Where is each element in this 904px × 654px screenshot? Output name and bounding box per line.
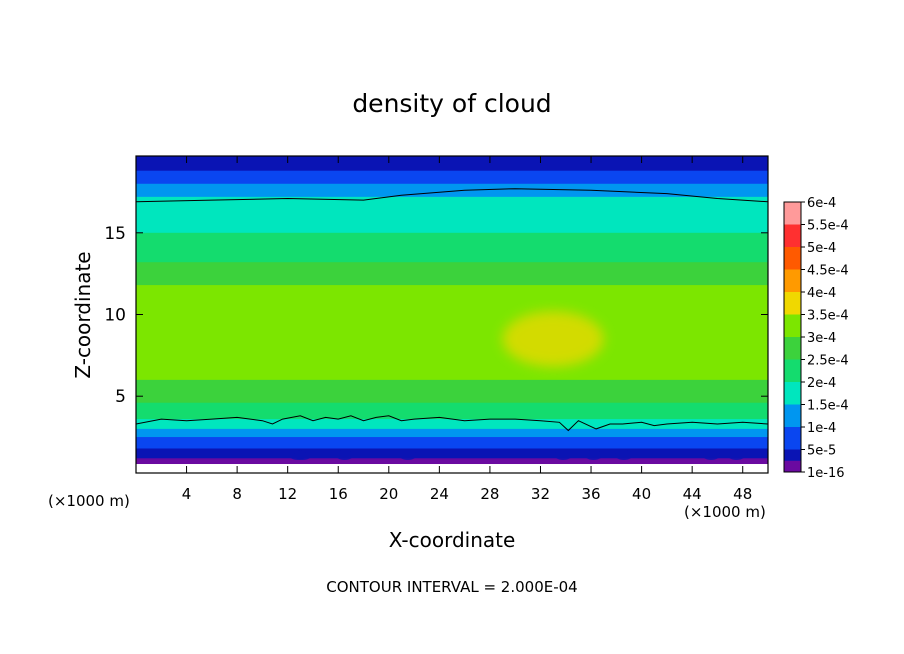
density-band-5: [136, 262, 768, 286]
x-tick-label: 20: [379, 485, 398, 503]
surface-texture: [288, 450, 746, 461]
density-band-1: [136, 170, 768, 185]
y-tick-label: 5: [115, 387, 126, 407]
x-tick-label: 44: [683, 485, 702, 503]
x-tick-label: 4: [182, 485, 192, 503]
density-band-12: [136, 448, 768, 459]
surface-lump-2: [335, 450, 354, 461]
colorbar-label: 1.5e-4: [807, 399, 849, 414]
plot-area: [136, 156, 768, 473]
colorbar-label: 5e-5: [807, 444, 836, 459]
colorbar-legend: 6e-4 5.5e-4 5e-4 4.5e-4 4e-4 3.5e-4 3e-4 2.5e-4…: [783, 196, 849, 481]
colorbar-swatch: [784, 382, 801, 405]
x-tick-label: 32: [531, 485, 550, 503]
x-tick-label: 48: [733, 485, 752, 503]
colorbar-swatch: [784, 269, 801, 293]
colorbar-swatch: [784, 202, 801, 225]
colorbar-label: 2.5e-4: [807, 354, 849, 369]
colorbar-label: 5.5e-4: [807, 219, 849, 234]
density-band-4: [136, 232, 768, 263]
density-band-8: [136, 402, 768, 420]
surface-lump-4: [554, 450, 573, 461]
surface-lump-3: [398, 450, 417, 461]
surface-lump-8: [727, 450, 746, 461]
density-band-9: [136, 419, 768, 430]
surface-lump-5: [584, 450, 603, 461]
surface-lump-7: [702, 450, 721, 461]
colorbar-label: 3.5e-4: [807, 309, 849, 324]
density-band-13: [136, 458, 768, 465]
colorbar-label: 1e-4: [807, 421, 836, 436]
colorbar-swatch: [784, 247, 801, 270]
density-band-0: [136, 156, 768, 172]
y-tick-label: 10: [104, 306, 126, 326]
density-band-3: [136, 196, 768, 234]
colorbar-swatch: [784, 427, 801, 450]
colorbar-swatch: [784, 337, 801, 360]
colorbar-swatch: [784, 404, 801, 428]
y-axis: 5 10 15: [104, 224, 768, 407]
density-band-6: [136, 285, 768, 381]
colorbar-label: 1e-16: [807, 466, 845, 481]
colorbar-swatch: [784, 359, 801, 383]
density-band-10: [136, 428, 768, 438]
x-tick-label: 12: [278, 485, 297, 503]
density-band-11: [136, 437, 768, 450]
y-axis-label: Z-coordinate: [71, 251, 95, 378]
x-tick-label: 36: [581, 485, 600, 503]
density-band-7: [136, 379, 768, 404]
density-band-2: [136, 183, 768, 198]
x-unit-left: (×1000 m): [48, 492, 130, 510]
surface-lump-6: [614, 450, 633, 461]
chart-title: density of cloud: [352, 89, 551, 118]
x-axis: 4 8 12 16 20 24 28 32 36 40 44 48: [182, 156, 752, 503]
x-tick-label: 40: [632, 485, 651, 503]
y-tick-label: 15: [104, 224, 126, 244]
colorbar-label: 3e-4: [807, 331, 836, 346]
colorbar-label: 2e-4: [807, 376, 836, 391]
colorbar-swatch-bottom: [784, 460, 801, 472]
colorbar-swatch: [784, 292, 801, 315]
x-tick-label: 16: [329, 485, 348, 503]
no-data-area: [136, 464, 768, 473]
x-tick-label: 28: [480, 485, 499, 503]
surface-lump-1: [293, 450, 312, 461]
contour-interval-note: CONTOUR INTERVAL = 2.000E-04: [326, 578, 577, 596]
colorbar-swatch: [784, 224, 801, 248]
colorbar-swatch: [784, 314, 801, 338]
x-axis-label: X-coordinate: [389, 528, 516, 552]
density-bands: [136, 156, 768, 473]
x-tick-label: 8: [232, 485, 242, 503]
local-maximum-region: [502, 311, 604, 367]
colorbar-label: 5e-4: [807, 241, 836, 256]
x-tick-label: 24: [430, 485, 449, 503]
x-unit-right: (×1000 m): [684, 503, 766, 521]
upper-contour-line: [136, 188, 768, 203]
lower-contour-line: [136, 415, 768, 432]
colorbar-label: 6e-4: [807, 196, 836, 211]
colorbar-label: 4.5e-4: [807, 264, 849, 279]
colorbar-label: 4e-4: [807, 286, 836, 301]
